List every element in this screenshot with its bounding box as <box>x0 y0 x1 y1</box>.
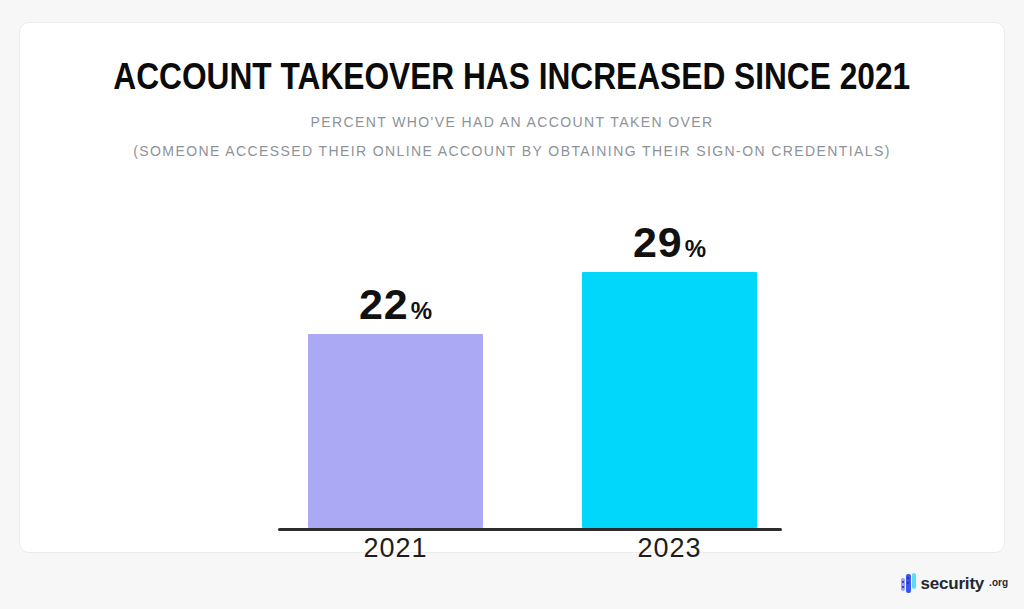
chart-title: ACCOUNT TAKEOVER HAS INCREASED SINCE 202… <box>20 56 1004 98</box>
bar-value-label-2023: 29% <box>633 221 706 264</box>
bar-2023 <box>582 272 757 528</box>
x-axis-line <box>278 528 782 531</box>
security-org-logo: security .org <box>901 570 1009 596</box>
bar-group-2023: 29%2023 <box>582 221 757 528</box>
x-axis-label-2023: 2023 <box>582 535 757 562</box>
chart-card: ACCOUNT TAKEOVER HAS INCREASED SINCE 202… <box>19 22 1005 553</box>
bar-chart: 22%2021 29%2023 <box>278 211 782 531</box>
logo-suffix: .org <box>989 578 1008 588</box>
chart-subtitle-line1: PERCENT WHO'VE HAD AN ACCOUNT TAKEN OVER <box>20 114 1004 130</box>
bar-group-2021: 22%2021 <box>308 283 483 528</box>
security-org-logo-icon <box>901 571 916 595</box>
bar-2021 <box>308 334 483 528</box>
bar-value-label-2021: 22% <box>359 283 432 326</box>
x-axis-label-2021: 2021 <box>308 535 483 562</box>
infographic-page: ACCOUNT TAKEOVER HAS INCREASED SINCE 202… <box>0 0 1024 609</box>
chart-subtitle-line2: (SOMEONE ACCESSED THEIR ONLINE ACCOUNT B… <box>20 143 1004 159</box>
chart-title-text: ACCOUNT TAKEOVER HAS INCREASED SINCE 202… <box>114 56 911 98</box>
logo-text: security <box>921 575 985 592</box>
